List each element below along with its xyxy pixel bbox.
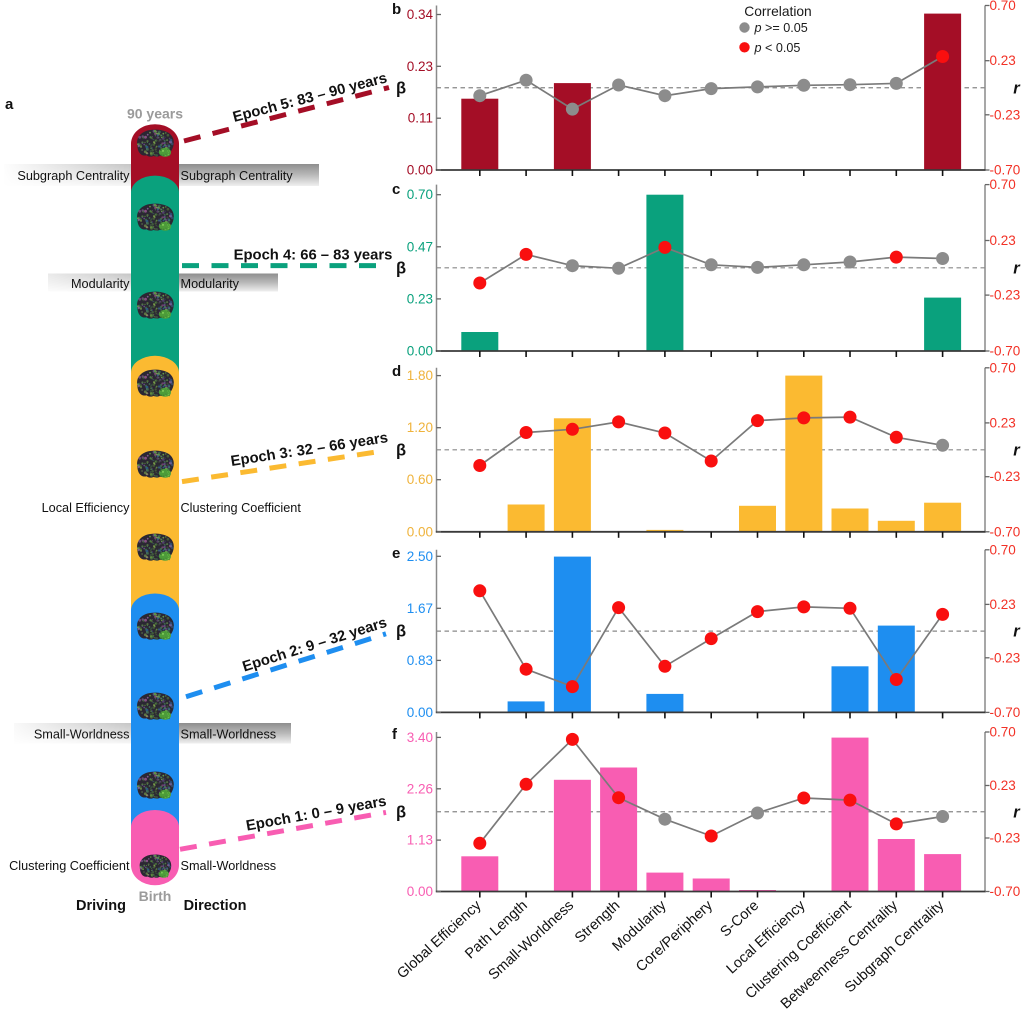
svg-text:0.00: 0.00	[407, 705, 433, 720]
svg-text:Subgraph Centrality: Subgraph Centrality	[181, 169, 294, 183]
svg-text:p >= 0.05: p >= 0.05	[754, 21, 808, 35]
svg-text:0.70: 0.70	[990, 725, 1016, 740]
svg-text:β: β	[396, 623, 406, 641]
svg-text:Small-Worldness: Small-Worldness	[181, 859, 277, 873]
svg-text:0.47: 0.47	[407, 239, 433, 254]
svg-text:Local Efficiency: Local Efficiency	[42, 501, 131, 515]
svg-text:0.70: 0.70	[990, 177, 1016, 192]
svg-text:Direction: Direction	[184, 898, 247, 914]
svg-text:-0.70: -0.70	[990, 344, 1021, 359]
svg-text:b: b	[392, 1, 401, 18]
svg-text:r: r	[1013, 79, 1021, 97]
svg-text:0.23: 0.23	[990, 53, 1016, 68]
svg-text:r: r	[1013, 441, 1021, 459]
svg-text:1.13: 1.13	[407, 833, 433, 848]
svg-text:0.83: 0.83	[407, 653, 433, 668]
svg-text:0.70: 0.70	[990, 542, 1016, 557]
svg-text:0.34: 0.34	[407, 7, 434, 22]
svg-text:0.70: 0.70	[990, 0, 1016, 13]
svg-text:β: β	[396, 803, 406, 821]
svg-text:β: β	[396, 441, 406, 459]
svg-text:Clustering Coefficient: Clustering Coefficient	[181, 501, 302, 515]
svg-text:3.40: 3.40	[407, 730, 433, 745]
svg-text:r: r	[1013, 803, 1021, 821]
svg-text:0.23: 0.23	[990, 778, 1016, 793]
svg-text:Correlation: Correlation	[744, 4, 811, 19]
svg-text:Epoch 4: 66 – 83 years: Epoch 4: 66 – 83 years	[234, 248, 393, 264]
svg-text:0.23: 0.23	[990, 233, 1016, 248]
svg-text:Driving: Driving	[76, 898, 126, 914]
svg-text:p < 0.05: p < 0.05	[754, 41, 801, 55]
svg-text:r: r	[1013, 623, 1021, 641]
svg-text:f: f	[392, 726, 398, 743]
svg-text:β: β	[396, 259, 406, 277]
svg-text:Birth: Birth	[139, 888, 172, 904]
svg-text:0.60: 0.60	[407, 472, 433, 487]
svg-text:0.11: 0.11	[408, 111, 433, 126]
svg-text:-0.70: -0.70	[990, 163, 1021, 178]
svg-text:Modularity: Modularity	[71, 277, 130, 291]
svg-text:0.00: 0.00	[407, 344, 433, 359]
svg-text:0.23: 0.23	[407, 291, 433, 306]
svg-text:-0.70: -0.70	[990, 705, 1021, 720]
svg-text:r: r	[1013, 259, 1021, 277]
svg-text:a: a	[5, 96, 14, 113]
svg-text:-0.70: -0.70	[990, 884, 1021, 899]
svg-text:1.67: 1.67	[407, 601, 433, 616]
svg-text:1.80: 1.80	[407, 368, 433, 383]
svg-text:0.70: 0.70	[990, 360, 1016, 375]
svg-text:-0.70: -0.70	[990, 524, 1021, 539]
svg-text:Subgraph Centrality: Subgraph Centrality	[17, 169, 130, 183]
svg-text:-0.23: -0.23	[990, 831, 1021, 846]
svg-text:d: d	[392, 363, 401, 380]
svg-text:-0.23: -0.23	[990, 107, 1021, 122]
svg-text:0.70: 0.70	[407, 187, 433, 202]
svg-text:Small-Worldness: Small-Worldness	[34, 728, 130, 742]
svg-text:0.23: 0.23	[990, 597, 1016, 612]
svg-text:-0.23: -0.23	[990, 469, 1021, 484]
svg-text:β: β	[396, 79, 406, 97]
svg-text:Small-Worldness: Small-Worldness	[181, 728, 277, 742]
svg-text:1.20: 1.20	[407, 420, 433, 435]
svg-text:e: e	[392, 545, 400, 562]
svg-text:0.23: 0.23	[407, 59, 433, 74]
svg-text:Modularity: Modularity	[181, 277, 240, 291]
svg-text:0.00: 0.00	[407, 163, 433, 178]
svg-text:90 years: 90 years	[127, 106, 183, 122]
svg-text:0.23: 0.23	[990, 415, 1016, 430]
svg-text:Clustering Coefficient: Clustering Coefficient	[9, 859, 130, 873]
svg-text:-0.23: -0.23	[990, 288, 1021, 303]
svg-text:2.50: 2.50	[407, 549, 433, 564]
svg-text:2.26: 2.26	[407, 781, 433, 796]
svg-text:0.00: 0.00	[407, 524, 433, 539]
svg-text:0.00: 0.00	[407, 884, 433, 899]
svg-text:c: c	[392, 181, 400, 198]
svg-text:-0.23: -0.23	[990, 650, 1021, 665]
